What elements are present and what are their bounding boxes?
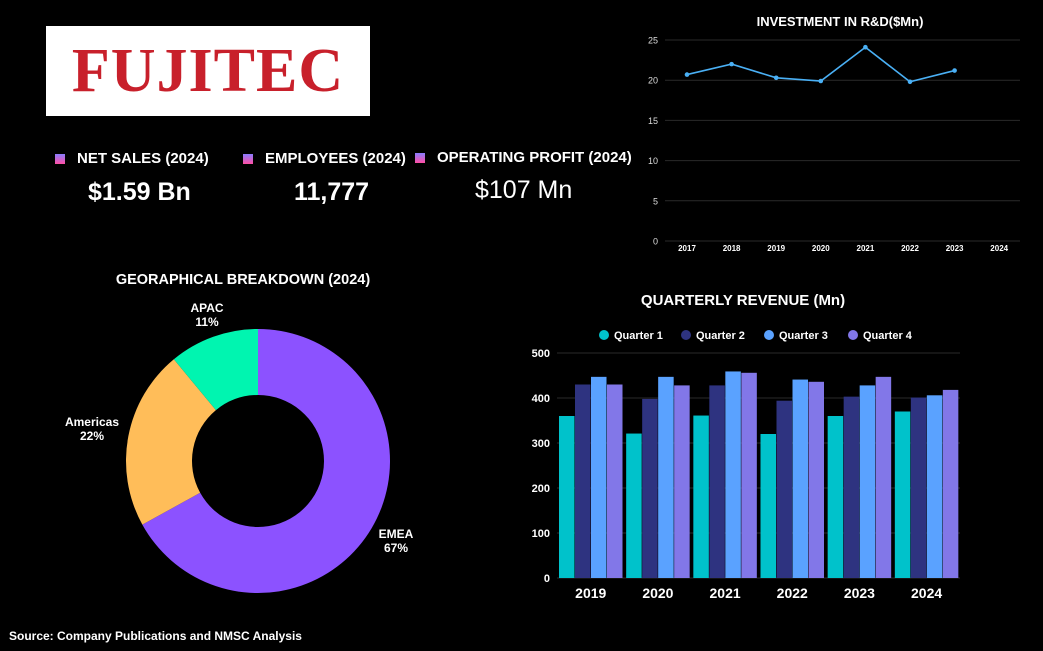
qr-bar [926,395,943,578]
rd-x-tick-label: 2021 [857,244,875,253]
qr-y-tick-label: 100 [532,528,550,540]
qr-bar [942,389,959,578]
geo-slice-label: EMEA [379,527,414,541]
source-note: Source: Company Publications and NMSC An… [9,629,302,643]
qr-x-tick-label: 2024 [911,585,942,601]
rd-x-tick-label: 2022 [901,244,919,253]
qr-bar [559,416,575,578]
kpi-operating-profit-label: OPERATING PROFIT (2024) [415,149,632,166]
qr-bar [591,376,607,578]
kpi-bullet-icon [415,152,425,163]
kpi-employees-label: EMPLOYEES (2024) [243,150,406,167]
rd-y-tick-label: 15 [648,116,658,126]
kpi-net-sales-label: NET SALES (2024) [55,150,209,167]
qr-bar [693,415,709,578]
geo-slice-pct: 67% [384,541,408,555]
geo-slice-pct: 11% [195,315,219,329]
rd-data-point [729,61,734,67]
qr-bar [741,372,757,578]
kpi-operating-profit-value: $107 Mn [475,176,573,204]
geo-slice-label: APAC [190,301,223,315]
fujitec-logo: FUJITEC [46,26,370,116]
qr-y-tick-label: 500 [532,348,550,360]
geo-slice-apac [173,329,258,411]
qr-bar [843,396,860,578]
qr-bar [674,385,690,578]
qr-bar [760,434,776,578]
geo-slice-americas [126,359,216,525]
qr-bar [808,381,824,578]
qr-y-tick-label: 0 [544,573,550,585]
qr-bar [642,398,658,578]
qr-x-tick-label: 2019 [575,585,606,601]
geo-chart-title: GEORAPHICAL BREAKDOWN (2024) [116,272,370,288]
rd-investment-line-chart: INVESTMENT IN R&D($Mn) 0 5 10 15 20 25 2017 2018… [648,14,1020,253]
qr-legend-marker [681,330,691,340]
rd-data-point [863,44,868,50]
qr-y-tick-label: 400 [532,393,550,405]
qr-x-tick-label: 2023 [844,585,875,601]
rd-data-point [907,79,913,85]
qr-bar [725,371,741,578]
kpi-bullet-icon [55,153,65,164]
qr-bar [575,384,591,578]
qr-legend-label: Quarter 4 [863,330,913,342]
kpi-net-sales-label-text: NET SALES (2024) [77,150,209,167]
qr-bar [709,385,725,578]
qr-x-tick-label: 2020 [642,585,673,601]
geo-slice-label: Americas [65,415,119,429]
rd-chart-title: INVESTMENT IN R&D($Mn) [757,14,924,29]
quarterly-revenue-bar-chart: QUARTERLY REVENUE (Mn) Quarter 1 Quarter 2… [532,292,960,601]
qr-bar [859,385,876,578]
rd-y-tick-label: 25 [648,36,658,46]
rd-data-point [684,72,690,77]
qr-y-tick-label: 200 [532,483,550,495]
logo-text: FUJITEC [71,37,345,105]
rd-x-tick-label: 2020 [812,244,830,253]
qr-bar [894,411,911,578]
rd-data-point [773,75,779,81]
rd-y-tick-label: 5 [653,196,658,206]
qr-bar [875,376,892,578]
qr-legend-marker [764,330,774,340]
qr-legend-label: Quarter 3 [779,330,828,342]
kpi-operating-profit-label-text: OPERATING PROFIT (2024) [437,149,632,166]
qr-bar [607,384,623,578]
kpi-net-sales-value: $1.59 Bn [88,178,191,206]
rd-data-point [952,68,957,73]
kpi-employees-label-text: EMPLOYEES (2024) [265,150,406,167]
qr-legend-marker [848,330,858,340]
qr-bar [658,376,674,578]
rd-x-tick-label: 2019 [767,244,785,253]
rd-x-tick-label: 2017 [678,244,696,253]
qr-y-tick-label: 300 [532,438,550,450]
kpi-employees-value: 11,777 [294,178,370,206]
rd-x-tick-label: 2018 [723,244,741,253]
qr-chart-title: QUARTERLY REVENUE (Mn) [641,292,845,309]
qr-x-tick-label: 2022 [777,585,808,601]
rd-y-tick-label: 0 [653,237,658,247]
qr-bar [776,400,792,578]
rd-y-tick-label: 10 [648,156,658,166]
qr-legend-label: Quarter 2 [696,330,745,342]
rd-y-tick-label: 20 [648,76,658,86]
qr-bar [827,416,844,578]
rd-x-tick-label: 2024 [990,244,1008,253]
geo-slice-pct: 22% [80,429,104,443]
qr-legend-marker [599,330,609,340]
kpi-bullet-icon [243,153,253,164]
qr-bar [626,433,642,578]
rd-data-point [818,78,824,84]
geo-slice-emea [142,329,390,593]
rd-x-tick-label: 2023 [946,244,964,253]
rd-series-line [686,46,955,83]
qr-bar [910,397,927,578]
qr-legend-label: Quarter 1 [614,330,663,342]
qr-x-tick-label: 2021 [710,585,741,601]
qr-bar [792,379,808,578]
